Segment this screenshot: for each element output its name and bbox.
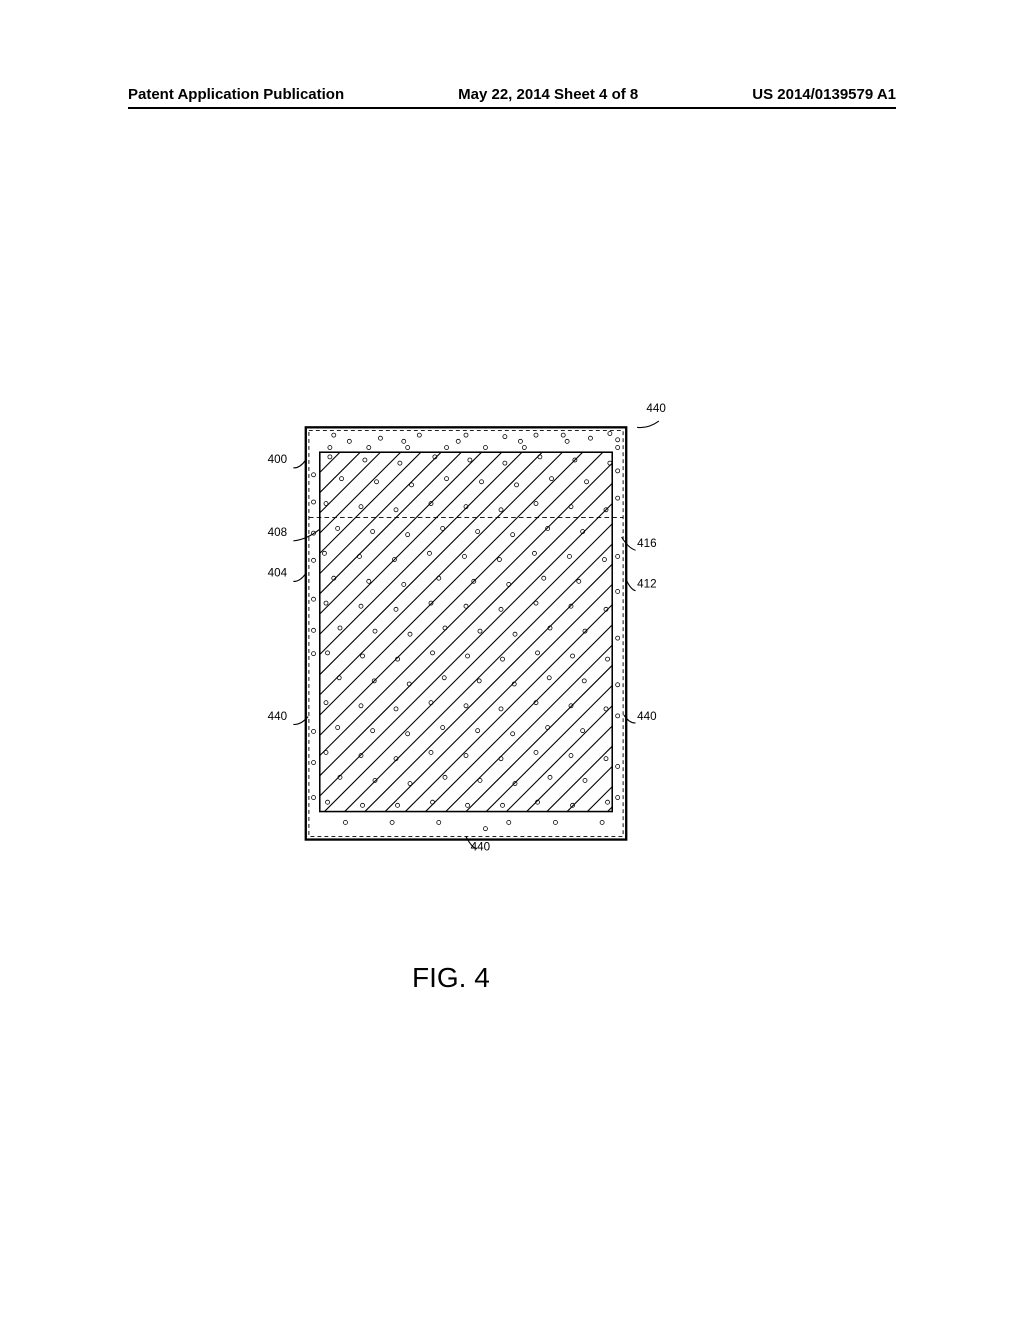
ref-label-440: 440: [637, 710, 657, 723]
outer-rect: [306, 427, 626, 839]
figure-caption: FIG. 4: [412, 962, 490, 994]
ref-label-440: 440: [268, 710, 288, 723]
ref-label-404: 404: [268, 567, 288, 580]
dashed-rect: [309, 430, 623, 836]
figure-4: 440 400 408 404 416 412 440 440 440: [256, 352, 676, 932]
ref-label-408: 408: [268, 526, 287, 539]
ref-label-440: 440: [471, 840, 491, 853]
ref-label-440: 440: [646, 402, 666, 415]
header-right: US 2014/0139579 A1: [752, 86, 896, 103]
ref-label-416: 416: [637, 537, 656, 550]
figure-svg: 440 400 408 404 416 412 440 440 440: [256, 352, 676, 932]
page: Patent Application Publication May 22, 2…: [0, 0, 1024, 1320]
header-bar: Patent Application Publication May 22, 2…: [128, 86, 896, 109]
reference-labels: 440 400 408 404 416 412 440 440 440: [268, 402, 667, 854]
header-center: May 22, 2014 Sheet 4 of 8: [458, 86, 638, 103]
header-left: Patent Application Publication: [128, 86, 344, 103]
ref-label-400: 400: [268, 453, 288, 466]
ref-label-412: 412: [637, 578, 656, 591]
